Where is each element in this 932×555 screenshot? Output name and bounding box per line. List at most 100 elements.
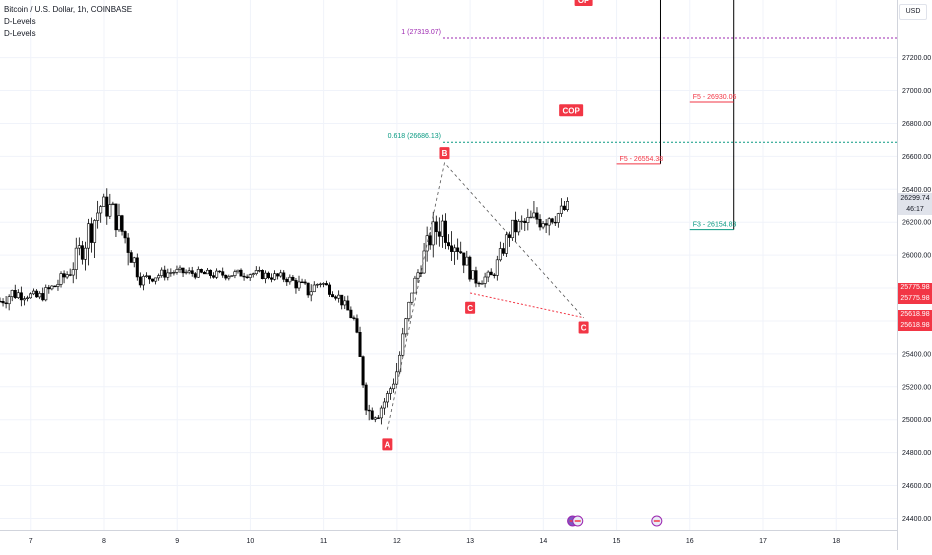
candle-body bbox=[514, 219, 518, 233]
candle-body bbox=[117, 215, 121, 231]
price-level-value: 25618.98 bbox=[900, 311, 930, 318]
candle-body bbox=[160, 269, 164, 276]
target-level-label: F3 - 26154.83 bbox=[693, 222, 737, 229]
candle-body bbox=[44, 287, 48, 301]
candle-body bbox=[346, 300, 350, 311]
candle-body bbox=[184, 271, 188, 274]
y-tick-label: 26800.00 bbox=[902, 121, 931, 128]
candle-body bbox=[511, 219, 515, 238]
candle-body bbox=[218, 270, 222, 273]
candle-body bbox=[221, 271, 225, 276]
indicator-label[interactable]: D-Levels bbox=[4, 17, 36, 26]
candle-body bbox=[468, 256, 472, 280]
candle-body bbox=[138, 276, 142, 286]
candle-body bbox=[169, 272, 173, 274]
current-price-badge: 26299.74 46:17 bbox=[898, 193, 932, 215]
candle-body bbox=[202, 272, 206, 275]
candle-body bbox=[224, 274, 228, 279]
pattern-point-marker bbox=[439, 147, 450, 160]
candle-body bbox=[410, 292, 414, 303]
y-tick-label: 26400.00 bbox=[902, 187, 931, 194]
candle-body bbox=[355, 318, 359, 333]
candle-body bbox=[559, 205, 563, 214]
price-level-badge: 25618.98 25618.98 bbox=[898, 310, 932, 331]
candle-body bbox=[141, 276, 145, 286]
candle-body bbox=[276, 273, 280, 277]
candle-body bbox=[379, 407, 383, 419]
y-tick-label: 27200.00 bbox=[902, 55, 931, 62]
currency-button[interactable]: USD bbox=[899, 4, 927, 20]
indicator-label[interactable]: D-Levels bbox=[4, 29, 36, 38]
candle-body bbox=[53, 285, 57, 288]
candle-body bbox=[105, 196, 109, 217]
candle-body bbox=[257, 270, 261, 272]
x-tick-label: 16 bbox=[686, 538, 694, 545]
candle-body bbox=[446, 242, 450, 247]
candle-body bbox=[562, 205, 566, 210]
candle-body bbox=[1, 301, 5, 304]
candle-body bbox=[108, 204, 112, 217]
candle-body bbox=[425, 235, 429, 252]
candle-body bbox=[437, 231, 441, 237]
candle-body bbox=[370, 410, 374, 420]
candle-body bbox=[260, 270, 264, 280]
candle-body bbox=[419, 272, 423, 274]
candle-body bbox=[245, 276, 249, 278]
candle-body bbox=[29, 293, 33, 299]
candle-body bbox=[175, 269, 179, 273]
candle-body bbox=[56, 284, 60, 287]
x-tick-label: 9 bbox=[175, 538, 179, 545]
cop-marker-label: COP bbox=[562, 106, 580, 115]
candle-body bbox=[19, 292, 23, 301]
candle-body bbox=[111, 203, 115, 206]
candle-body bbox=[504, 234, 508, 254]
candle-body bbox=[50, 285, 54, 290]
candle-body bbox=[398, 354, 402, 373]
candle-body bbox=[462, 252, 466, 266]
candle-body bbox=[199, 269, 203, 273]
candle-body bbox=[544, 223, 548, 226]
candle-body bbox=[526, 217, 530, 223]
candle-body bbox=[297, 281, 301, 289]
candle-body bbox=[358, 332, 362, 357]
candle-body bbox=[181, 267, 185, 274]
abc-pattern-line bbox=[386, 162, 584, 430]
candle-body bbox=[318, 283, 322, 286]
candle-body bbox=[541, 223, 545, 228]
candle-body bbox=[62, 273, 66, 278]
candle-body bbox=[4, 302, 8, 305]
candle-body bbox=[86, 223, 90, 249]
candle-body bbox=[38, 293, 42, 298]
symbol-title[interactable]: Bitcoin / U.S. Dollar, 1h, COINBASE bbox=[4, 5, 133, 14]
candle-body bbox=[343, 300, 347, 306]
candle-body bbox=[248, 274, 252, 278]
cop-marker bbox=[574, 0, 593, 6]
candle-body bbox=[498, 248, 502, 261]
price-level-value: 25618.98 bbox=[900, 321, 930, 329]
x-tick-label: 11 bbox=[320, 538, 327, 545]
candle-body bbox=[328, 284, 332, 295]
candle-body bbox=[178, 267, 182, 270]
x-tick-label: 13 bbox=[466, 538, 474, 545]
candle-body bbox=[303, 281, 307, 284]
y-tick-label: 25200.00 bbox=[902, 384, 931, 391]
candle-body bbox=[193, 273, 197, 278]
candle-body bbox=[495, 259, 499, 276]
candle-body bbox=[196, 269, 200, 278]
candle-body bbox=[59, 273, 63, 285]
candle-body bbox=[266, 272, 270, 279]
candle-body bbox=[337, 294, 341, 299]
candle-body bbox=[340, 294, 344, 306]
candle-body bbox=[279, 272, 283, 277]
candle-body bbox=[486, 271, 490, 278]
pattern-point-label: A bbox=[384, 440, 390, 449]
candle-body bbox=[440, 220, 444, 237]
candle-body bbox=[212, 275, 216, 278]
candle-body bbox=[77, 245, 81, 249]
x-tick-label: 7 bbox=[29, 538, 33, 545]
pattern-point-label: C bbox=[467, 304, 473, 313]
candle-body bbox=[300, 281, 304, 284]
candle-body bbox=[529, 216, 533, 219]
